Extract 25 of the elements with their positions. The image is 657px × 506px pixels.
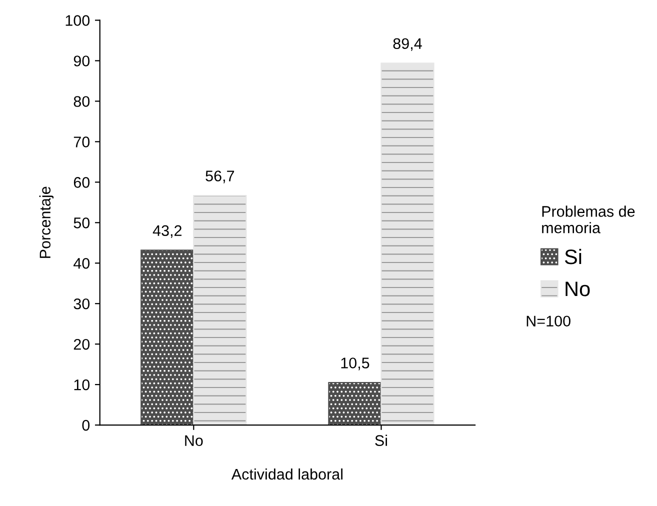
bar bbox=[380, 62, 434, 426]
y-tick-label: 60 bbox=[74, 177, 90, 188]
data-label: 43,2 bbox=[152, 225, 182, 238]
y-tick-label: 20 bbox=[74, 338, 90, 350]
y-tick-label: 10 bbox=[74, 379, 90, 390]
y-tick-label: 30 bbox=[74, 298, 90, 310]
y-tick-label: 70 bbox=[74, 136, 90, 148]
y-tick-label: 50 bbox=[74, 218, 90, 228]
y-tick-label: 40 bbox=[74, 258, 90, 269]
bar bbox=[328, 382, 382, 426]
data-label: 56,7 bbox=[206, 170, 234, 184]
y-tick-label: 100 bbox=[66, 15, 90, 26]
y-tick-label: 0 bbox=[82, 420, 90, 431]
x-axis-title: Actividad laboral bbox=[231, 468, 342, 480]
legend-title: Problemas de memoria bbox=[542, 206, 635, 234]
bar bbox=[140, 250, 194, 426]
legend-label: No bbox=[566, 282, 590, 296]
bar bbox=[193, 194, 247, 426]
y-tick-label: 80 bbox=[74, 96, 90, 107]
y-axis-title: Porcentaje bbox=[39, 186, 54, 258]
y-tick-label: 90 bbox=[74, 56, 90, 66]
legend-label: Si bbox=[564, 248, 582, 264]
data-label: 10,5 bbox=[341, 358, 370, 370]
text: N=100 bbox=[526, 316, 570, 327]
data-label: 89,4 bbox=[393, 38, 422, 51]
